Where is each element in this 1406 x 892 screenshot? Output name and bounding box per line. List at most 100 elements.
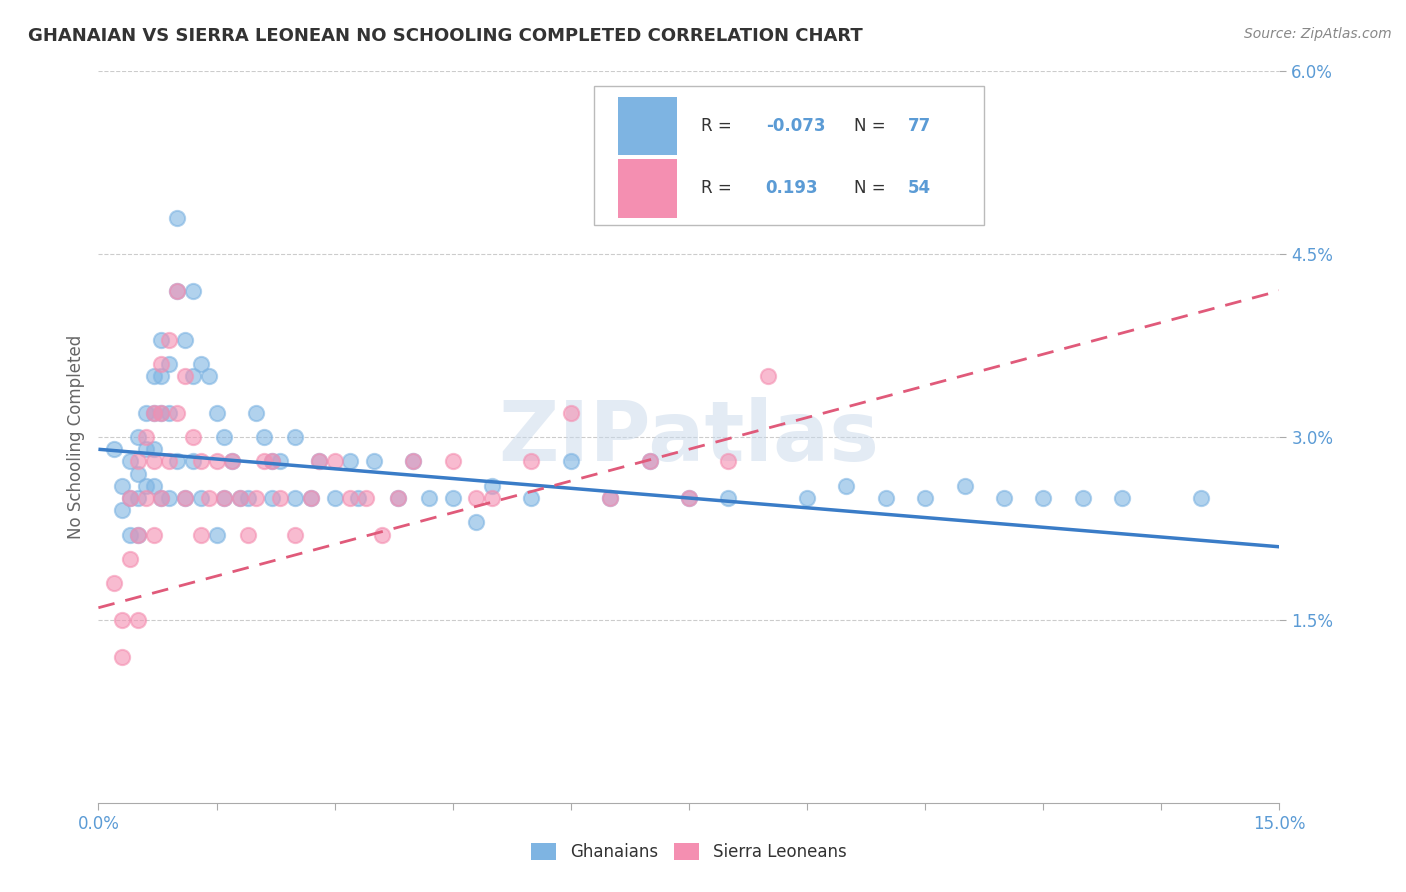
Point <box>229 491 252 505</box>
Point <box>118 552 141 566</box>
Point <box>339 454 361 468</box>
Point <box>214 430 236 444</box>
Point <box>253 430 276 444</box>
Point <box>166 284 188 298</box>
Point <box>150 491 173 505</box>
Y-axis label: No Schooling Completed: No Schooling Completed <box>66 335 84 539</box>
Point <box>111 479 134 493</box>
Point <box>127 527 149 541</box>
Point <box>269 454 291 468</box>
Point <box>221 454 243 468</box>
Point <box>205 406 228 420</box>
Point <box>1111 491 1133 505</box>
Point <box>181 454 204 468</box>
Point <box>118 527 141 541</box>
Point <box>387 491 409 505</box>
Point <box>150 491 173 505</box>
Point <box>284 527 307 541</box>
Text: N =: N = <box>855 117 891 136</box>
Point <box>245 491 267 505</box>
Point <box>135 406 157 420</box>
Point <box>560 406 582 420</box>
Point <box>150 369 173 384</box>
Point <box>418 491 440 505</box>
Point <box>174 369 197 384</box>
Point <box>363 454 385 468</box>
Point <box>323 454 346 468</box>
Point <box>993 491 1015 505</box>
Point <box>953 479 976 493</box>
Point <box>354 491 377 505</box>
Point <box>157 333 180 347</box>
Point <box>127 527 149 541</box>
Point <box>717 491 740 505</box>
Point <box>142 406 165 420</box>
Text: 0.193: 0.193 <box>766 179 818 197</box>
Point <box>111 503 134 517</box>
Bar <box>619 159 678 218</box>
Point <box>190 527 212 541</box>
Point <box>465 516 488 530</box>
Point <box>678 491 700 505</box>
Point <box>560 454 582 468</box>
Point <box>127 454 149 468</box>
Point <box>236 527 259 541</box>
Point <box>599 491 621 505</box>
Point <box>103 576 125 591</box>
Point <box>157 406 180 420</box>
Point <box>253 454 276 468</box>
Point <box>127 467 149 481</box>
Point <box>142 442 165 457</box>
Point <box>1032 491 1054 505</box>
Point <box>465 491 488 505</box>
Point <box>269 491 291 505</box>
Point <box>205 527 228 541</box>
Point <box>181 284 204 298</box>
Point <box>214 491 236 505</box>
Point <box>157 454 180 468</box>
Text: GHANAIAN VS SIERRA LEONEAN NO SCHOOLING COMPLETED CORRELATION CHART: GHANAIAN VS SIERRA LEONEAN NO SCHOOLING … <box>28 27 863 45</box>
Point <box>1189 491 1212 505</box>
Point <box>118 491 141 505</box>
Point <box>481 479 503 493</box>
Point <box>135 430 157 444</box>
Point <box>118 491 141 505</box>
Point <box>127 613 149 627</box>
Point <box>260 491 283 505</box>
Point <box>174 491 197 505</box>
Point <box>678 491 700 505</box>
Point <box>190 454 212 468</box>
Text: R =: R = <box>700 179 737 197</box>
Point <box>135 442 157 457</box>
Point <box>229 491 252 505</box>
Point <box>103 442 125 457</box>
Point <box>205 454 228 468</box>
Point <box>135 479 157 493</box>
Point <box>347 491 370 505</box>
Point <box>166 406 188 420</box>
Point <box>181 369 204 384</box>
Point <box>371 527 394 541</box>
Point <box>127 430 149 444</box>
Point <box>197 491 219 505</box>
Point <box>118 454 141 468</box>
Point <box>221 454 243 468</box>
Point <box>135 491 157 505</box>
Point <box>387 491 409 505</box>
Point <box>142 527 165 541</box>
Text: R =: R = <box>700 117 737 136</box>
Text: Source: ZipAtlas.com: Source: ZipAtlas.com <box>1244 27 1392 41</box>
Point <box>142 369 165 384</box>
Point <box>166 211 188 225</box>
Point <box>638 454 661 468</box>
Text: 77: 77 <box>907 117 931 136</box>
Point <box>150 406 173 420</box>
Point <box>323 491 346 505</box>
Point <box>142 454 165 468</box>
Text: N =: N = <box>855 179 891 197</box>
Point <box>181 430 204 444</box>
Point <box>284 430 307 444</box>
Point <box>599 491 621 505</box>
Point <box>914 491 936 505</box>
Point <box>157 491 180 505</box>
